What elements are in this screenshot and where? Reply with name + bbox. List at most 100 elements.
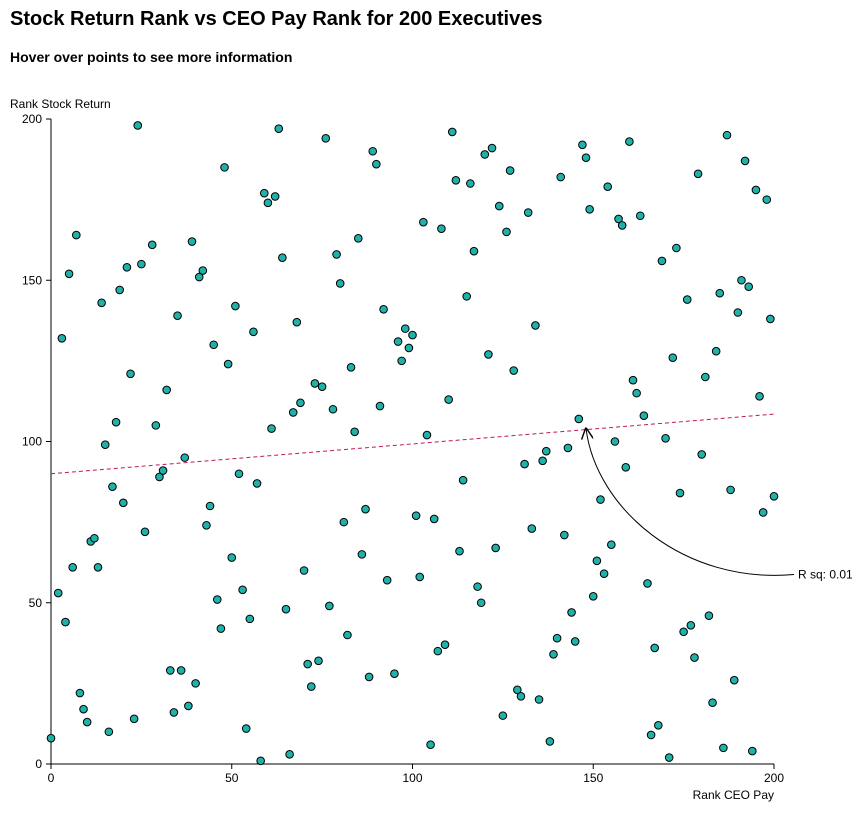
- data-point[interactable]: [350, 427, 359, 437]
- data-point[interactable]: [628, 375, 638, 385]
- data-point[interactable]: [328, 404, 338, 414]
- data-point[interactable]: [643, 579, 652, 588]
- data-point[interactable]: [516, 691, 526, 701]
- data-point[interactable]: [346, 363, 356, 372]
- data-point[interactable]: [202, 521, 211, 530]
- data-point[interactable]: [422, 430, 432, 440]
- data-point[interactable]: [321, 134, 331, 143]
- data-point[interactable]: [343, 630, 352, 640]
- data-point[interactable]: [82, 717, 92, 727]
- data-point[interactable]: [455, 546, 464, 556]
- data-point[interactable]: [541, 446, 551, 456]
- data-point[interactable]: [194, 272, 204, 282]
- data-point[interactable]: [184, 701, 193, 711]
- data-point[interactable]: [419, 217, 428, 227]
- data-point[interactable]: [429, 514, 439, 524]
- data-point[interactable]: [682, 295, 692, 304]
- data-point[interactable]: [100, 440, 110, 450]
- data-point[interactable]: [415, 572, 425, 582]
- data-point[interactable]: [585, 205, 594, 214]
- data-point[interactable]: [382, 575, 392, 585]
- data-point[interactable]: [306, 682, 316, 691]
- data-point[interactable]: [469, 246, 479, 256]
- data-point[interactable]: [245, 614, 255, 624]
- data-point[interactable]: [75, 688, 85, 698]
- data-point[interactable]: [274, 124, 284, 133]
- data-point[interactable]: [169, 708, 179, 717]
- data-point[interactable]: [231, 301, 240, 311]
- data-point[interactable]: [523, 208, 533, 217]
- data-point[interactable]: [487, 143, 497, 153]
- data-point[interactable]: [766, 314, 775, 324]
- data-point[interactable]: [252, 479, 262, 488]
- data-point[interactable]: [133, 121, 143, 130]
- data-point[interactable]: [560, 530, 569, 540]
- data-point[interactable]: [205, 501, 215, 511]
- data-point[interactable]: [234, 469, 244, 479]
- data-point[interactable]: [140, 527, 150, 537]
- data-point[interactable]: [650, 643, 660, 653]
- data-point[interactable]: [614, 214, 623, 224]
- data-point[interactable]: [574, 414, 584, 424]
- data-point[interactable]: [480, 150, 490, 159]
- data-point[interactable]: [379, 304, 388, 314]
- data-point[interactable]: [216, 624, 226, 633]
- data-point[interactable]: [299, 566, 309, 575]
- data-point[interactable]: [588, 592, 598, 601]
- data-point[interactable]: [494, 201, 504, 211]
- data-point[interactable]: [646, 730, 656, 740]
- data-point[interactable]: [241, 724, 251, 733]
- data-point[interactable]: [708, 698, 717, 708]
- data-point[interactable]: [729, 675, 739, 685]
- data-point[interactable]: [758, 508, 768, 517]
- data-point[interactable]: [397, 356, 406, 366]
- data-point[interactable]: [278, 253, 287, 262]
- data-point[interactable]: [292, 317, 302, 327]
- data-point[interactable]: [90, 533, 99, 543]
- data-point[interactable]: [769, 492, 779, 501]
- data-point[interactable]: [223, 359, 233, 369]
- data-point[interactable]: [690, 653, 699, 662]
- data-point[interactable]: [451, 175, 461, 185]
- data-point[interactable]: [719, 743, 728, 753]
- data-point[interactable]: [458, 475, 468, 485]
- data-point[interactable]: [259, 188, 269, 198]
- data-point[interactable]: [433, 646, 443, 656]
- data-point[interactable]: [220, 163, 229, 172]
- data-point[interactable]: [617, 221, 627, 230]
- data-point[interactable]: [733, 308, 743, 317]
- data-point[interactable]: [632, 388, 641, 398]
- data-point[interactable]: [97, 298, 106, 308]
- data-point[interactable]: [317, 382, 327, 391]
- data-point[interactable]: [332, 250, 341, 259]
- data-point[interactable]: [400, 324, 410, 333]
- data-point[interactable]: [212, 595, 222, 604]
- data-point[interactable]: [440, 640, 450, 649]
- data-point[interactable]: [404, 343, 414, 353]
- data-point[interactable]: [740, 156, 750, 166]
- data-point[interactable]: [447, 127, 457, 137]
- data-point[interactable]: [325, 601, 334, 611]
- data-point[interactable]: [664, 753, 674, 762]
- data-point[interactable]: [285, 750, 294, 759]
- data-point[interactable]: [578, 140, 587, 150]
- data-point[interactable]: [390, 669, 399, 679]
- data-point[interactable]: [491, 543, 500, 553]
- data-point[interactable]: [693, 169, 703, 179]
- data-point[interactable]: [567, 608, 576, 617]
- data-point[interactable]: [314, 656, 323, 666]
- data-point[interactable]: [751, 185, 761, 195]
- data-point[interactable]: [527, 524, 537, 533]
- data-point[interactable]: [122, 263, 132, 272]
- data-point[interactable]: [198, 266, 208, 275]
- data-point[interactable]: [672, 243, 681, 253]
- data-point[interactable]: [296, 398, 305, 408]
- data-point[interactable]: [748, 746, 757, 756]
- data-point[interactable]: [353, 234, 363, 243]
- data-point[interactable]: [180, 453, 190, 462]
- data-point[interactable]: [657, 256, 667, 266]
- data-point[interactable]: [744, 282, 753, 292]
- data-point[interactable]: [473, 582, 482, 591]
- data-point[interactable]: [755, 392, 764, 401]
- data-point[interactable]: [64, 269, 74, 279]
